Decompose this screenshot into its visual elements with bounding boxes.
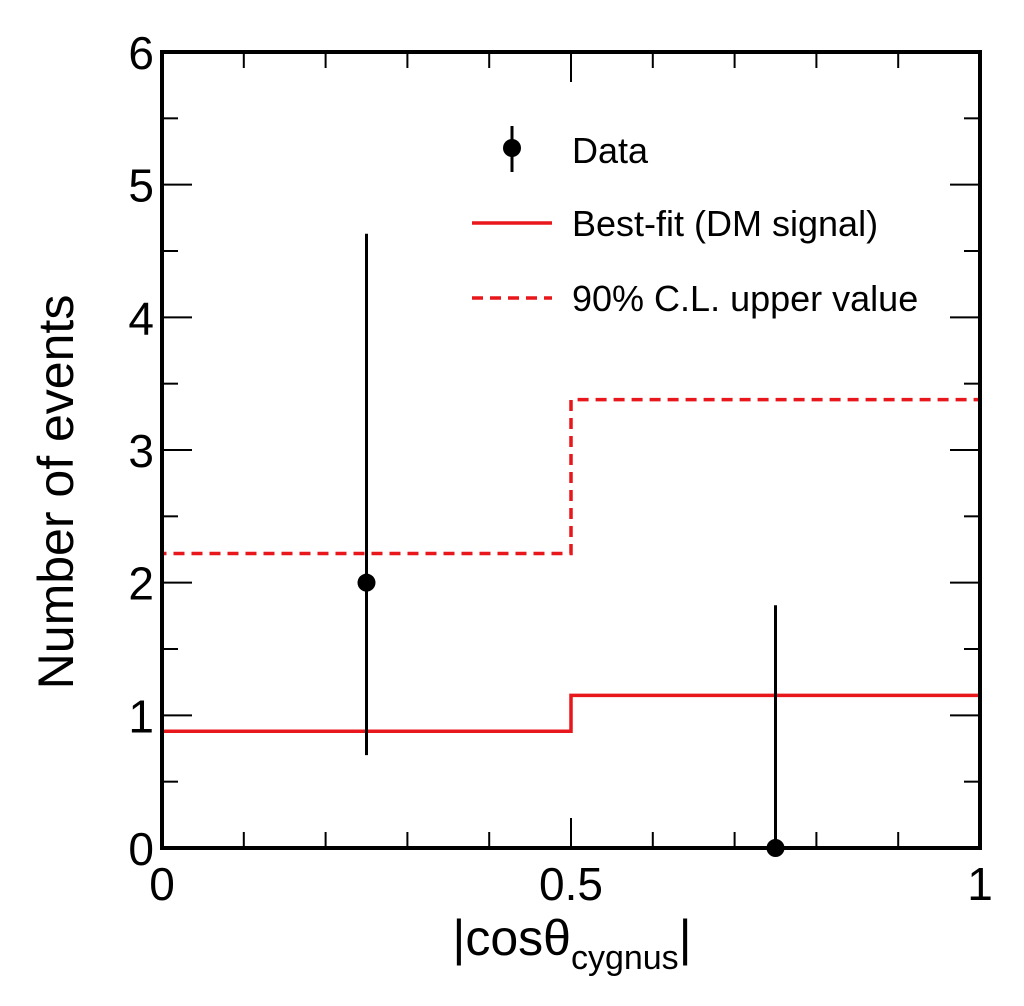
- y-tick-label: 5: [128, 160, 154, 212]
- legend: Data Best-fit (DM signal) 90% C.L. upper v…: [472, 126, 918, 319]
- y-tick-label: 1: [128, 690, 154, 742]
- x-axis-title-sub: cygnus: [571, 939, 679, 977]
- x-tick-label: 0: [149, 858, 175, 910]
- legend-data-marker: [503, 139, 521, 157]
- data-point: [357, 573, 376, 592]
- plot-frame: [160, 50, 982, 850]
- tick-labels: 0 1 2 3 4 5 6 0 0.5 1: [128, 27, 992, 910]
- y-tick-label: 2: [128, 558, 154, 610]
- upper-limit-histogram: [160, 397, 980, 848]
- legend-label-upper-limit: 90% C.L. upper value: [572, 278, 918, 319]
- y-tick-label: 6: [128, 27, 154, 79]
- data-points: [357, 233, 785, 857]
- y-axis-title: Number of events: [28, 295, 84, 690]
- x-axis-title: |cosθcygnus|: [452, 910, 691, 977]
- x-tick-label: 1: [967, 858, 993, 910]
- y-tick-label: 3: [128, 425, 154, 477]
- y-tick-label: 0: [128, 823, 154, 875]
- legend-label-best-fit: Best-fit (DM signal): [572, 203, 878, 244]
- y-tick-label: 4: [128, 292, 154, 344]
- x-axis-title-end: |: [679, 910, 692, 966]
- histograms: [160, 397, 980, 848]
- legend-label-data: Data: [572, 130, 649, 171]
- x-tick-label: 0.5: [539, 858, 603, 910]
- x-axis-title-main: |cosθ: [452, 910, 571, 966]
